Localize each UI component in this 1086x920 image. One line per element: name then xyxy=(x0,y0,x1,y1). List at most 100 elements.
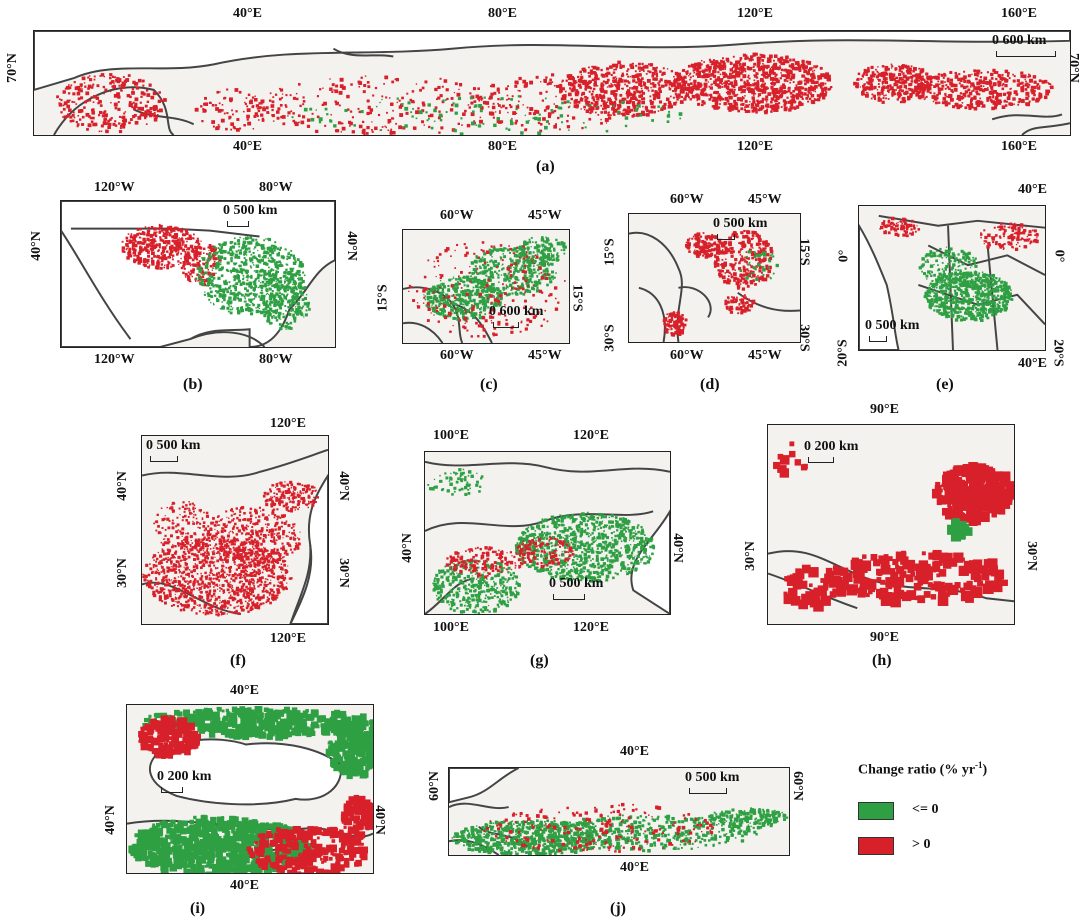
scale-bar: 0 500 km xyxy=(549,576,603,600)
map-frame: 0 200 km xyxy=(767,424,1015,625)
bottom-tick-1: 40°E xyxy=(1018,356,1047,371)
top-tick-4: 160°E xyxy=(1001,6,1037,21)
bottom-tick-2: 120°E xyxy=(573,620,609,635)
change-pixels xyxy=(56,52,1054,135)
top-tick-1: 40°E xyxy=(230,683,259,698)
panel-label: (h) xyxy=(872,652,892,669)
scale-bar: 0 500 km xyxy=(223,203,278,227)
right-tick-bottom: 30°N xyxy=(335,558,351,588)
top-tick-2: 80°W xyxy=(259,180,293,195)
map-frame: 0 600 km xyxy=(33,30,1071,136)
top-tick-2: 120°E xyxy=(573,428,609,443)
right-tick: 40°N xyxy=(669,533,685,563)
right-tick-top: 0° xyxy=(1051,249,1067,263)
water-body xyxy=(449,768,520,804)
right-tick: 60°N xyxy=(789,771,805,801)
scale-label: 0 500 km xyxy=(146,438,201,453)
scale-label: 0 600 km xyxy=(489,304,544,319)
map-frame: 0 500 km xyxy=(424,451,671,615)
scale-line xyxy=(869,336,887,342)
bottom-tick-2: 80°W xyxy=(259,352,293,367)
top-tick-1: 40°E xyxy=(233,6,262,21)
top-tick-1: 60°W xyxy=(440,208,474,223)
bottom-tick-1: 40°E xyxy=(233,139,262,154)
left-tick: 40°N xyxy=(102,805,118,835)
left-tick: 40°N xyxy=(28,231,44,261)
left-tick: 15°S xyxy=(375,284,391,312)
legend-swatch-increase xyxy=(858,837,894,855)
scale-bar: 0 500 km xyxy=(685,770,740,794)
top-tick-2: 45°W xyxy=(528,208,562,223)
left-tick: 70°N xyxy=(4,53,20,83)
panel-label: (d) xyxy=(700,376,720,393)
panel-label: (a) xyxy=(536,158,555,175)
bottom-tick-1: 100°E xyxy=(433,620,469,635)
water-body xyxy=(34,31,1070,91)
panel-label: (c) xyxy=(480,376,498,393)
scale-line xyxy=(717,234,735,240)
left-tick: 40°N xyxy=(399,533,415,563)
left-tick-bottom: 20°S xyxy=(835,339,851,367)
map-a xyxy=(34,31,1070,135)
right-tick: 30°N xyxy=(1023,541,1039,571)
right-tick: 15°S xyxy=(569,284,585,312)
left-tick-top: 15°S xyxy=(602,238,618,266)
scale-label: 0 500 km xyxy=(685,770,740,785)
top-tick-2: 80°E xyxy=(488,6,517,21)
panel-label: (b) xyxy=(183,376,203,393)
change-pixels xyxy=(451,802,789,855)
legend-swatch-decrease xyxy=(858,802,894,820)
right-tick-top: 40°N xyxy=(335,471,351,501)
map-d xyxy=(629,229,800,342)
bottom-tick-1: 120°W xyxy=(94,352,135,367)
bottom-tick-1: 40°E xyxy=(620,860,649,875)
map-frame: 0 500 km xyxy=(60,200,336,348)
map-frame: 0 500 km xyxy=(141,435,329,625)
bottom-tick-1: 60°W xyxy=(440,348,474,363)
map-frame: 0 200 km xyxy=(126,704,374,874)
scale-label: 0 500 km xyxy=(223,203,278,218)
map-j xyxy=(449,768,789,855)
top-tick-1: 40°E xyxy=(1018,182,1047,197)
map-g xyxy=(425,460,670,614)
legend-title: Change ratio (% yr-1) xyxy=(858,760,987,779)
legend-title-sup: -1 xyxy=(975,760,983,770)
scale-bar: 0 600 km xyxy=(992,33,1056,57)
bottom-tick-4: 160°E xyxy=(1001,139,1037,154)
bottom-tick-2: 45°W xyxy=(748,348,782,363)
bottom-tick-1: 40°E xyxy=(230,878,259,893)
top-tick-1: 120°W xyxy=(94,180,135,195)
scale-bar: 0 200 km xyxy=(804,439,859,463)
panel-label: (f) xyxy=(230,652,246,669)
scale-label: 0 200 km xyxy=(157,769,212,784)
scale-bar: 0 500 km xyxy=(713,216,767,240)
boundary-lines xyxy=(61,227,266,347)
change-pixels xyxy=(879,216,1039,322)
top-tick-1: 90°E xyxy=(870,402,899,417)
top-tick-2: 45°W xyxy=(748,192,782,207)
scale-bar: 0 600 km xyxy=(489,304,544,328)
scale-bar: 0 500 km xyxy=(146,438,201,462)
top-tick-1: 40°E xyxy=(620,744,649,759)
bottom-tick-3: 120°E xyxy=(737,139,773,154)
change-pixels xyxy=(427,468,656,614)
right-tick-bottom: 20°S xyxy=(1050,339,1066,367)
water-body xyxy=(859,223,900,350)
scale-line xyxy=(808,457,834,463)
left-tick: 30°N xyxy=(742,541,758,571)
left-tick-bottom: 30°S xyxy=(602,324,618,352)
change-pixels xyxy=(142,480,319,617)
change-pixels xyxy=(121,223,311,331)
scale-line xyxy=(996,51,1056,57)
scale-label: 0 500 km xyxy=(865,318,920,333)
scale-line xyxy=(161,787,183,793)
map-frame: 0 600 km xyxy=(402,229,570,344)
scale-line xyxy=(227,221,249,227)
map-frame: 0 500 km xyxy=(628,213,801,343)
bottom-tick-2: 80°E xyxy=(488,139,517,154)
change-pixels xyxy=(662,229,779,337)
scale-label: 0 200 km xyxy=(804,439,859,454)
map-frame: 0 500 km xyxy=(858,205,1046,351)
scale-line xyxy=(150,456,178,462)
top-tick-3: 120°E xyxy=(737,6,773,21)
